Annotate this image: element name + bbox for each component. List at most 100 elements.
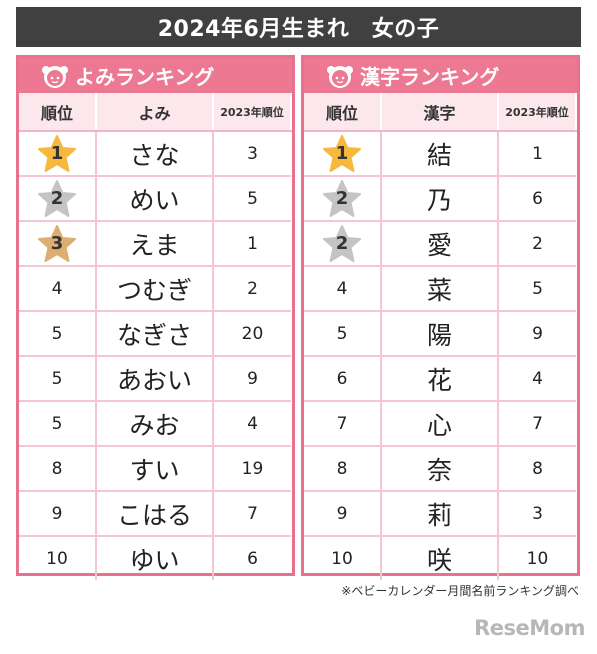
prev-rank-cell: 8	[498, 446, 576, 492]
column-header-kanji: 漢字	[381, 93, 499, 132]
silver-star-icon: 2	[321, 179, 363, 219]
rank-cell: 8	[19, 446, 97, 492]
reading-ranking-table: 順位 よみ 2023年順位 1 さな 3 2 めい 5 3 えま 1 4 つむぎ 2 5 なぎさ 20 5 あお…	[19, 93, 292, 580]
prev-rank-cell: 20	[213, 311, 291, 357]
rank-cell: 6	[304, 356, 382, 402]
girl-face-icon	[327, 65, 353, 88]
rank-cell: 4	[304, 266, 382, 312]
name-cell: ゆい	[96, 536, 214, 580]
prev-rank-cell: 6	[247, 548, 258, 569]
column-header-prev-rank: 2023年順位	[498, 93, 577, 132]
silver-star-icon: 2	[36, 179, 78, 219]
rank-cell: 2	[304, 221, 382, 267]
prev-rank-cell: 9	[498, 311, 576, 357]
rank-cell: 8	[304, 446, 382, 492]
name-cell: 菜	[381, 266, 499, 312]
reading-ranking-header: よみランキング	[19, 58, 292, 93]
silver-star-icon: 2	[321, 224, 363, 264]
name-cell: めい	[96, 176, 214, 222]
rank-cell: 3	[19, 221, 97, 267]
name-cell: あおい	[96, 356, 214, 402]
prev-rank-cell: 10	[526, 548, 549, 569]
name-cell: つむぎ	[96, 266, 214, 312]
name-cell: 莉	[381, 491, 499, 537]
name-cell: 花	[381, 356, 499, 402]
prev-rank-cell: 2	[213, 266, 291, 312]
table-row: 1 さな 3	[19, 131, 291, 177]
prev-rank-cell: 2	[498, 221, 576, 267]
table-row: 5 みお 4	[19, 401, 291, 447]
kanji-ranking-title: 漢字ランキング	[360, 65, 500, 89]
table-row: 10 咲 10	[304, 536, 576, 580]
rank-cell: 9	[19, 491, 97, 537]
rank-cell: 10	[304, 536, 382, 580]
rank-cell: 5	[19, 311, 97, 357]
prev-rank-cell: 1	[213, 221, 291, 267]
rank-cell: 2	[19, 176, 97, 222]
rank-number: 2	[335, 187, 349, 209]
page-title: 2024年6月生まれ 女の子	[16, 7, 581, 47]
name-cell: こはる	[96, 491, 214, 537]
table-row: 2 めい 5	[19, 176, 291, 222]
gold-star-icon: 1	[36, 134, 78, 174]
table-row: 4 つむぎ 2	[19, 266, 291, 312]
name-cell: 結	[381, 131, 499, 177]
prev-rank-cell: 7	[213, 491, 291, 537]
prev-rank-cell: 9	[213, 356, 291, 402]
table-row: 9 こはる 7	[19, 491, 291, 537]
prev-rank-cell: 1	[498, 131, 576, 177]
prev-rank-cell: 4	[213, 401, 291, 447]
source-footnote: ※ベビーカレンダー月間名前ランキング調べ	[341, 584, 579, 598]
rank-cell: 1	[19, 131, 97, 177]
name-cell: 愛	[381, 221, 499, 267]
girl-face-icon	[42, 65, 68, 88]
name-cell: えま	[96, 221, 214, 267]
table-row: 3 えま 1	[19, 221, 291, 267]
rank-cell: 5	[304, 311, 382, 357]
table-row: 10 ゆい 6	[19, 536, 291, 580]
rank-cell: 1	[304, 131, 382, 177]
table-row: 5 あおい 9	[19, 356, 291, 402]
reading-ranking-panel: よみランキング 順位 よみ 2023年順位 1 さな 3 2 めい 5 3 えま 1 4 つむぎ 2 5…	[16, 55, 295, 580]
rank-cell: 5	[19, 401, 97, 447]
name-cell: 乃	[381, 176, 499, 222]
prev-rank-cell: 3	[213, 131, 291, 177]
prev-rank-cell: 19	[213, 446, 291, 492]
rank-cell: 2	[304, 176, 382, 222]
name-cell: すい	[96, 446, 214, 492]
kanji-ranking-header: 漢字ランキング	[304, 58, 577, 93]
name-cell: みお	[96, 401, 214, 447]
name-cell: 咲	[381, 536, 499, 580]
rank-cell: 4	[19, 266, 97, 312]
resemom-logo: ReseMom	[474, 616, 585, 640]
prev-rank-cell: 7	[498, 401, 576, 447]
rank-cell: 5	[19, 356, 97, 402]
prev-rank-cell: 4	[498, 356, 576, 402]
table-row: 8 すい 19	[19, 446, 291, 492]
prev-rank-cell: 5	[498, 266, 576, 312]
name-cell: 心	[381, 401, 499, 447]
rank-number: 3	[50, 232, 64, 254]
prev-rank-cell: 3	[498, 491, 576, 537]
rank-cell: 10	[19, 536, 97, 580]
gold-star-icon: 1	[321, 134, 363, 174]
name-cell: なぎさ	[96, 311, 214, 357]
name-cell: 陽	[381, 311, 499, 357]
column-header-rank: 順位	[304, 93, 382, 132]
prev-rank-cell: 5	[213, 176, 291, 222]
column-header-prev-rank: 2023年順位	[213, 93, 292, 132]
name-cell: 奈	[381, 446, 499, 492]
rank-cell: 7	[304, 401, 382, 447]
bronze-star-icon: 3	[36, 224, 78, 264]
rank-cell: 9	[304, 491, 382, 537]
